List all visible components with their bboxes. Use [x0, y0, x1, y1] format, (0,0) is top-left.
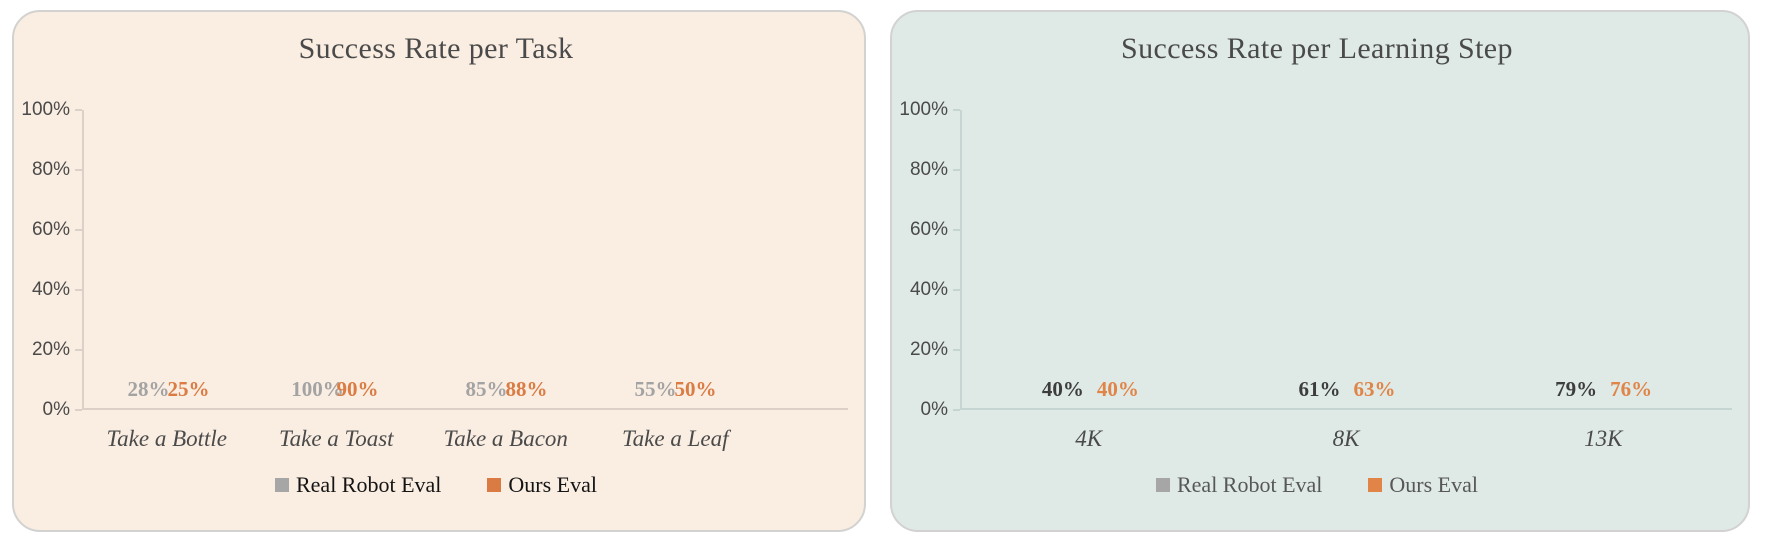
- y-tick-label: 60%: [31, 219, 70, 240]
- legend-swatch-real-robot-eval: [1155, 478, 1170, 492]
- tick-mark: [953, 289, 960, 291]
- bar-value-label: 25%: [167, 377, 210, 401]
- y-tick-label: 80%: [909, 159, 948, 180]
- x-axis-label: 8K: [1332, 426, 1360, 451]
- bar-value-label: 61%: [1298, 377, 1341, 401]
- x-axis-label: 4K: [1075, 426, 1103, 451]
- x-axis-labels: 4K 8K 13K: [960, 426, 1732, 452]
- tick-mark: [75, 349, 82, 351]
- y-tick-label: 100%: [21, 99, 70, 120]
- y-axis-task: 100% 80% 60% 40% 20% 0%: [21, 99, 82, 420]
- legend-swatch-real-robot-eval: [274, 478, 289, 492]
- legend-swatch-ours-eval: [487, 478, 502, 492]
- bar-value-label: 88%: [505, 377, 548, 401]
- bar-value-label: 76%: [1610, 377, 1653, 401]
- tick-mark: [953, 409, 960, 411]
- chart-title-task: Success Rate per Task: [298, 32, 574, 65]
- chart-card-learning-step: Success Rate per Learning Step 100% 80% …: [890, 10, 1750, 532]
- legend-learning-step: Real Robot Eval Ours Eval: [902, 472, 1732, 498]
- bar-value-label: 40%: [1041, 377, 1084, 401]
- y-tick-label: 0%: [42, 399, 70, 420]
- plot-area-learning-step: 40% 40% 61% 63%: [960, 110, 1732, 410]
- plot-area-task: 28% 25% 100% 90%: [82, 110, 848, 410]
- legend-label: Ours Eval: [508, 472, 597, 497]
- bar-value-label: 90%: [336, 377, 379, 401]
- legend-item-ours-eval: Ours Eval: [1368, 472, 1478, 498]
- legend-swatch-ours-eval: [1368, 478, 1383, 492]
- tick-mark: [953, 229, 960, 231]
- y-tick-label: 0%: [920, 399, 948, 420]
- chart-area-task: 100% 80% 60% 40% 20% 0% 28% 25%: [21, 99, 848, 452]
- bar-groups: 28% 25% 100% 90%: [84, 110, 848, 408]
- legend-item-ours-eval: Ours Eval: [487, 472, 597, 498]
- plot-column: 28% 25% 100% 90%: [82, 110, 848, 452]
- y-tick-label: 80%: [31, 159, 70, 180]
- x-axis-label: Take a Bacon: [443, 426, 568, 451]
- x-axis-label: Take a Toast: [278, 426, 394, 451]
- x-axis-labels: Take a Bottle Take a Toast Take a Bacon …: [82, 426, 848, 452]
- tick-mark: [953, 349, 960, 351]
- bar-value-label: 50%: [674, 377, 717, 401]
- y-tick-label: 100%: [899, 99, 948, 120]
- legend-label: Ours Eval: [1389, 472, 1478, 497]
- y-tick-label: 20%: [909, 339, 948, 360]
- chart-title-learning-step: Success Rate per Learning Step: [1121, 32, 1513, 65]
- tick-mark: [75, 229, 82, 231]
- tick-mark: [75, 109, 82, 111]
- y-axis-learning-step: 100% 80% 60% 40% 20% 0%: [899, 99, 960, 420]
- bar-value-label: 40%: [1096, 377, 1139, 401]
- y-tick-label: 40%: [31, 279, 70, 300]
- x-axis-label: Take a Bottle: [106, 426, 228, 451]
- bar-value-label: 85%: [465, 377, 508, 401]
- legend-task: Real Robot Eval Ours Eval: [24, 472, 848, 498]
- bar-value-label: 63%: [1353, 377, 1396, 401]
- y-tick-label: 40%: [909, 279, 948, 300]
- bar-value-label: 79%: [1555, 377, 1598, 401]
- x-axis-label: Take a Leaf: [622, 426, 729, 451]
- bar-groups: 40% 40% 61% 63%: [962, 110, 1732, 408]
- y-tick-label: 20%: [31, 339, 70, 360]
- bar-value-label: 55%: [634, 377, 677, 401]
- tick-mark: [75, 409, 82, 411]
- legend-label: Real Robot Eval: [295, 472, 442, 497]
- tick-mark: [953, 169, 960, 171]
- y-tick-label: 60%: [909, 219, 948, 240]
- tick-mark: [953, 109, 960, 111]
- plot-column: 40% 40% 61% 63%: [960, 110, 1732, 452]
- charts-row: Success Rate per Task 100% 80% 60% 40% 2…: [12, 10, 1750, 532]
- x-axis-label: 13K: [1584, 426, 1623, 451]
- chart-area-learning-step: 100% 80% 60% 40% 20% 0% 40% 40%: [899, 99, 1732, 452]
- legend-label: Real Robot Eval: [1176, 472, 1323, 497]
- tick-mark: [75, 169, 82, 171]
- bar-value-label: 100%: [291, 377, 344, 401]
- chart-card-task: Success Rate per Task 100% 80% 60% 40% 2…: [12, 10, 866, 532]
- legend-item-real-robot-eval: Real Robot Eval: [274, 472, 442, 498]
- legend-item-real-robot-eval: Real Robot Eval: [1155, 472, 1323, 498]
- tick-mark: [75, 289, 82, 291]
- bar-value-label: 28%: [127, 377, 170, 401]
